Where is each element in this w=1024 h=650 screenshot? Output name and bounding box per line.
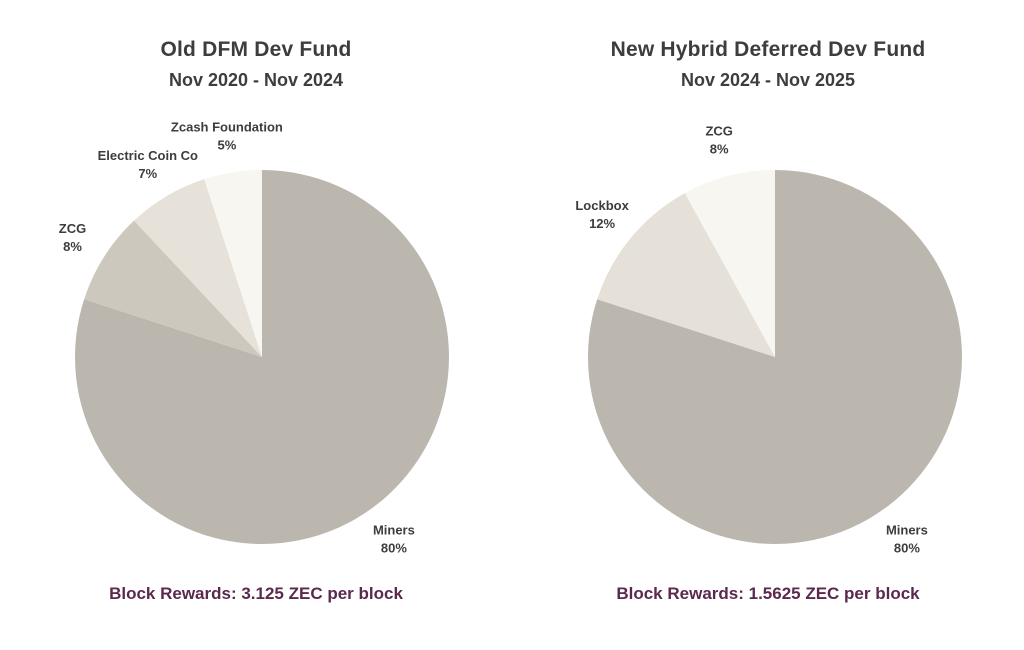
- pie-slice-zcg: [84, 220, 263, 357]
- pie-slice-zcash-foundation: [204, 170, 262, 357]
- chart-subtitle-old-dfm: Nov 2020 - Nov 2024: [168, 70, 344, 90]
- pie-slice-miners: [587, 170, 962, 544]
- chart-new-hybrid: New Hybrid Deferred Dev Fund Nov 2024 - …: [512, 0, 1024, 650]
- pie-slice-lockbox: [597, 193, 775, 357]
- chart-title-old-dfm: Old DFM Dev Fund: [160, 38, 352, 61]
- slice-label-name: Lockbox: [575, 198, 629, 213]
- pie-slice-miners: [74, 170, 449, 544]
- block-rewards-caption-new: Block Rewards: 1.5625 ZEC per block: [616, 584, 920, 603]
- block-rewards-caption-old: Block Rewards: 3.125 ZEC per block: [109, 584, 403, 603]
- slice-label-percent: 7%: [138, 166, 157, 181]
- slice-label-percent: 8%: [63, 239, 82, 254]
- slice-label-percent: 80%: [381, 541, 407, 556]
- slice-label-percent: 12%: [589, 216, 615, 231]
- slice-label-percent: 80%: [894, 541, 920, 556]
- slice-label-name: ZCG: [59, 221, 86, 236]
- slice-label-name: Zcash Foundation: [171, 119, 283, 134]
- chart-subtitle-new-hybrid: Nov 2024 - Nov 2025: [680, 70, 856, 90]
- slice-label-percent: 8%: [710, 142, 729, 157]
- slice-label-name: ZCG: [705, 124, 732, 139]
- slice-label-percent: 5%: [218, 137, 237, 152]
- slice-label-name: Electric Coin Co: [98, 148, 198, 163]
- pie-slice-zcg: [684, 170, 775, 357]
- chart-old-dfm: Old DFM Dev Fund Nov 2020 - Nov 2024 Min…: [59, 38, 449, 603]
- chart-title-new-hybrid: New Hybrid Deferred Dev Fund: [610, 38, 926, 61]
- pie-slice-electric-coin-co: [133, 179, 262, 357]
- slice-label-name: Miners: [886, 523, 928, 538]
- pie-chart-new-hybrid: Miners 80% Lockbox 12% ZCG 8%: [575, 124, 962, 556]
- slice-label-name: Miners: [373, 523, 415, 538]
- pie-chart-old-dfm: Miners 80% ZCG 8% Electric Coin Co 7% Zcash Fo…: [59, 119, 449, 556]
